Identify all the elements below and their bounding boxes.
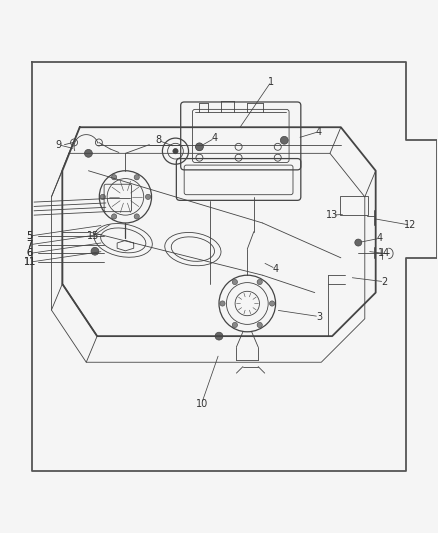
Text: 15: 15: [87, 231, 99, 241]
Text: 4: 4: [212, 133, 218, 143]
Circle shape: [134, 175, 139, 180]
Circle shape: [112, 175, 117, 180]
Text: 1: 1: [268, 77, 274, 86]
Circle shape: [280, 136, 288, 144]
Text: 10: 10: [195, 399, 208, 409]
Circle shape: [220, 301, 225, 306]
Text: 5: 5: [27, 231, 33, 241]
Text: 5: 5: [27, 231, 33, 241]
Text: 11: 11: [24, 257, 36, 267]
Circle shape: [257, 322, 262, 328]
Text: 13: 13: [326, 210, 338, 220]
Circle shape: [85, 149, 92, 157]
Text: 8: 8: [155, 135, 161, 146]
Circle shape: [232, 279, 237, 285]
Circle shape: [91, 247, 99, 255]
Text: 4: 4: [272, 264, 279, 273]
Text: 11: 11: [24, 257, 36, 267]
Text: 6: 6: [27, 248, 33, 259]
Circle shape: [355, 239, 362, 246]
Text: 9: 9: [55, 140, 61, 150]
Text: 7: 7: [27, 240, 33, 250]
Circle shape: [173, 149, 178, 154]
Circle shape: [195, 143, 203, 151]
Text: 4: 4: [316, 126, 322, 136]
Text: 7: 7: [27, 240, 33, 250]
Text: 12: 12: [404, 220, 417, 230]
Circle shape: [257, 279, 262, 285]
Circle shape: [232, 322, 237, 328]
Text: 2: 2: [381, 277, 388, 287]
Circle shape: [100, 194, 106, 199]
Text: 14: 14: [378, 248, 391, 259]
Circle shape: [112, 214, 117, 219]
Circle shape: [215, 332, 223, 340]
Text: 3: 3: [316, 312, 322, 321]
Text: 4: 4: [377, 233, 383, 243]
Circle shape: [145, 194, 151, 199]
Circle shape: [134, 214, 139, 219]
Circle shape: [269, 301, 275, 306]
Text: 6: 6: [27, 248, 33, 259]
